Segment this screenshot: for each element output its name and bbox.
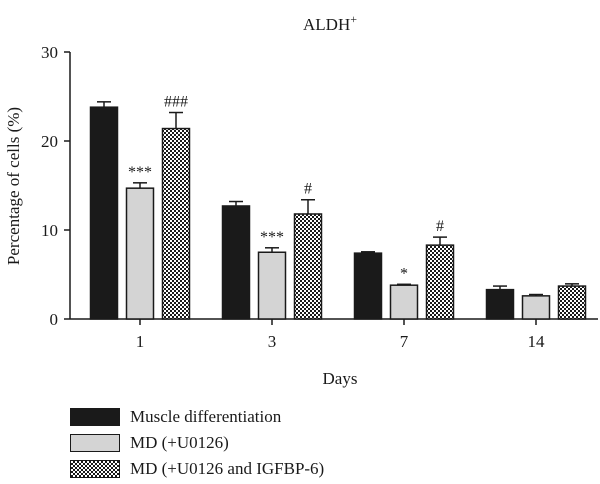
y-axis-label: Percentage of cells (%) [4,107,23,265]
chart-title: ALDH+ [303,12,357,34]
y-tick-label: 20 [41,132,58,151]
significance-label: # [304,181,312,198]
significance-label: ### [164,94,188,111]
legend-swatch-solid-black [70,408,120,426]
legend-item-md-u0126: MD (+U0126) [70,430,324,456]
y-tick-label: 30 [41,43,58,62]
significance-label: *** [260,229,284,246]
x-axis-label: Days [323,369,358,388]
x-tick-label: 14 [528,332,546,351]
bar [389,284,419,320]
x-tick-label: 3 [268,332,277,351]
legend-label: Muscle differentiation [130,407,282,426]
bar [425,244,455,320]
x-axis-ticks: 1 3 7 14 [136,319,545,351]
bar [557,285,587,320]
bar [221,205,251,320]
x-tick-label: 7 [400,332,409,351]
y-axis-ticks: 0 10 20 30 [41,43,70,329]
bar-groups: *** ### *** # * # [89,94,587,320]
bar [293,213,323,320]
legend-item-md-u0126-igfbp6: MD (+U0126 and IGFBP-6) [70,456,324,482]
bar [521,295,551,320]
bar [485,288,515,320]
significance-label: *** [128,164,152,181]
y-tick-label: 0 [50,310,59,329]
legend-label: MD (+U0126 and IGFBP-6) [130,459,325,478]
legend-item-muscle-differentiation: Muscle differentiation [70,404,324,430]
legend-label: MD (+U0126) [130,433,229,452]
significance-label: * [400,265,408,282]
x-tick-label: 1 [136,332,145,351]
bar [89,106,119,320]
bar [257,251,287,320]
legend: Muscle differentiation MD (+U0126) MD (+… [70,404,324,482]
bar [161,127,191,320]
bar [353,252,383,320]
significance-label: # [436,218,444,235]
y-tick-label: 10 [41,221,58,240]
legend-swatch-checker [70,460,120,478]
bar-chart: ALDH+ Percentage of cells (%) Days 0 10 20… [4,12,598,388]
legend-swatch-light-gray [70,434,120,452]
bar [125,187,155,320]
